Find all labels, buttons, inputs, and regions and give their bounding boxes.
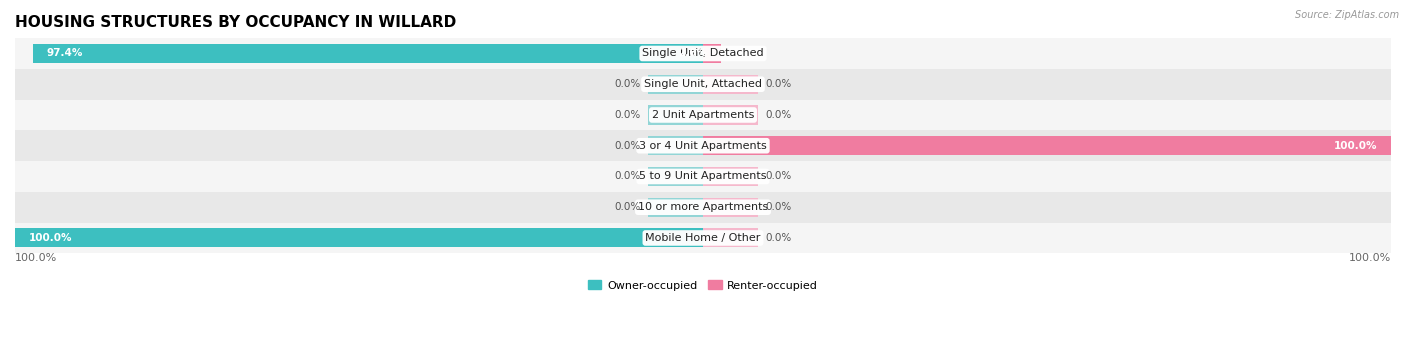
Text: 0.0%: 0.0% (614, 172, 641, 181)
Bar (703, 198, 758, 217)
Text: 0.0%: 0.0% (765, 202, 792, 212)
Bar (648, 198, 703, 217)
Text: 2 Unit Apartments: 2 Unit Apartments (652, 110, 754, 120)
Bar (15, 161, 1391, 192)
Text: 0.0%: 0.0% (614, 141, 641, 151)
Bar (15, 69, 1391, 100)
Text: 0.0%: 0.0% (765, 79, 792, 89)
Text: 97.4%: 97.4% (46, 48, 83, 59)
Bar (15, 228, 703, 248)
Bar (703, 75, 758, 94)
Text: 5 to 9 Unit Apartments: 5 to 9 Unit Apartments (640, 172, 766, 181)
Text: 100.0%: 100.0% (15, 253, 58, 263)
Bar (648, 75, 703, 94)
Text: 0.0%: 0.0% (765, 172, 792, 181)
Bar (648, 167, 703, 186)
Text: Single Unit, Detached: Single Unit, Detached (643, 48, 763, 59)
Text: 10 or more Apartments: 10 or more Apartments (638, 202, 768, 212)
Bar (703, 228, 758, 248)
Text: 100.0%: 100.0% (28, 233, 72, 243)
Text: HOUSING STRUCTURES BY OCCUPANCY IN WILLARD: HOUSING STRUCTURES BY OCCUPANCY IN WILLA… (15, 15, 457, 30)
Bar (15, 223, 1391, 253)
Text: 0.0%: 0.0% (614, 202, 641, 212)
Text: Single Unit, Attached: Single Unit, Attached (644, 79, 762, 89)
Text: 0.0%: 0.0% (614, 79, 641, 89)
Bar (648, 136, 703, 155)
Bar (15, 100, 1391, 130)
Text: 100.0%: 100.0% (1334, 141, 1378, 151)
Bar (703, 44, 721, 63)
Text: 3 or 4 Unit Apartments: 3 or 4 Unit Apartments (640, 141, 766, 151)
Bar (648, 105, 703, 124)
Text: 0.0%: 0.0% (765, 110, 792, 120)
Text: 2.6%: 2.6% (678, 48, 707, 59)
Text: 0.0%: 0.0% (614, 110, 641, 120)
Bar (15, 38, 1391, 69)
Bar (15, 192, 1391, 223)
Text: Source: ZipAtlas.com: Source: ZipAtlas.com (1295, 10, 1399, 20)
Text: 100.0%: 100.0% (1348, 253, 1391, 263)
Bar (703, 105, 758, 124)
Legend: Owner-occupied, Renter-occupied: Owner-occupied, Renter-occupied (583, 276, 823, 295)
Bar (703, 167, 758, 186)
Bar (703, 136, 1391, 155)
Bar (32, 44, 703, 63)
Text: 0.0%: 0.0% (765, 233, 792, 243)
Text: Mobile Home / Other: Mobile Home / Other (645, 233, 761, 243)
Bar (15, 130, 1391, 161)
